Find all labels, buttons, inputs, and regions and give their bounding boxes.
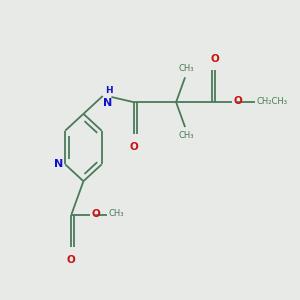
Text: O: O: [211, 54, 219, 64]
Text: H: H: [105, 86, 113, 95]
Text: N: N: [54, 159, 64, 170]
Text: CH₃: CH₃: [178, 64, 194, 74]
Text: CH₃: CH₃: [178, 131, 194, 140]
Text: O: O: [67, 255, 76, 265]
Text: O: O: [92, 209, 100, 219]
Text: O: O: [233, 96, 242, 106]
Text: CH₃: CH₃: [109, 209, 124, 218]
Text: CH₂CH₃: CH₂CH₃: [256, 97, 287, 106]
Text: O: O: [130, 142, 138, 152]
Text: N: N: [103, 98, 112, 108]
